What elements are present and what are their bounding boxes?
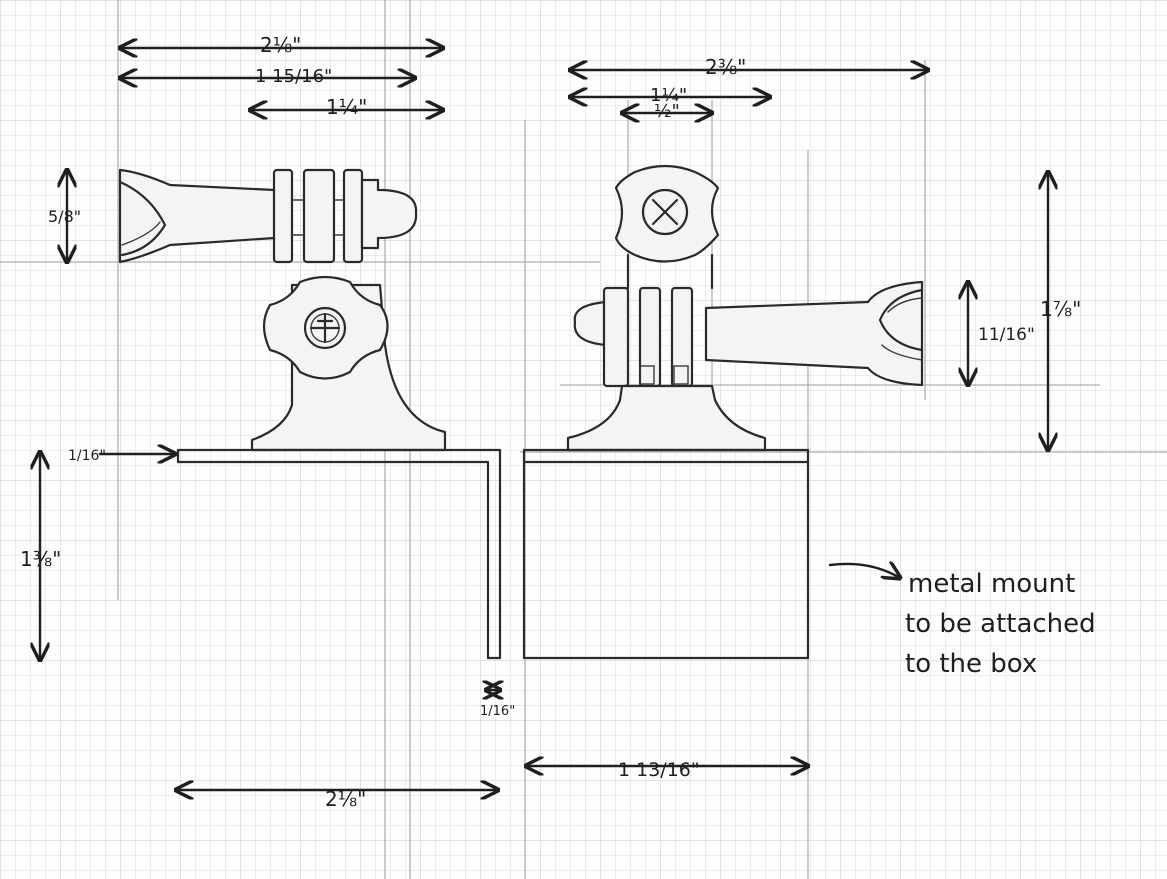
right-extension-arm xyxy=(704,280,924,387)
dim-right-bottom-width: 1 13/16" xyxy=(618,759,700,781)
dim-right-arm-height: 11/16" xyxy=(978,325,1035,345)
left-bolt-cap xyxy=(360,178,418,250)
left-prong-2 xyxy=(302,168,336,264)
dimension-lines xyxy=(40,48,1048,790)
dim-left-top-overall: 2⅛" xyxy=(260,33,301,57)
dim-right-top-overall: 2⅜" xyxy=(705,55,746,79)
dim-right-total-height: 1⅞" xyxy=(1040,297,1081,321)
right-base-foot xyxy=(566,384,767,452)
dim-left-wall-thickness: 1/16" xyxy=(480,704,515,719)
dim-right-second: 1¼" xyxy=(650,85,687,106)
right-prong-2 xyxy=(638,286,662,388)
dim-right-third: ½" xyxy=(654,101,680,122)
dim-left-body-height: 1⅜" xyxy=(20,547,61,571)
left-prong-3 xyxy=(342,168,364,264)
dim-left-third: 1¼" xyxy=(326,95,367,119)
dim-left-arm-height: 5/8" xyxy=(48,207,81,226)
right-prong-3 xyxy=(670,286,694,388)
note-annotation: metal mount to be attached to the box xyxy=(905,569,1096,679)
right-bolt-cap xyxy=(573,288,608,358)
dimension-labels: 2⅛" 1 15/16" 1¼" 5/8" 1/16" 1⅜" 1/16" 2⅛… xyxy=(20,33,1081,811)
dim-left-plate-thickness: 1/16" xyxy=(68,448,106,464)
left-prong-1 xyxy=(272,168,294,264)
dim-left-bottom-width: 2⅛" xyxy=(325,787,366,811)
left-view-mount xyxy=(118,168,502,660)
note-line-3: to the box xyxy=(905,649,1037,679)
right-metal-box xyxy=(522,448,810,660)
note-line-2: to be attached xyxy=(905,609,1096,639)
right-view-mount xyxy=(522,164,924,660)
dim-left-second: 1 15/16" xyxy=(255,66,332,87)
note-line-1: metal mount xyxy=(908,569,1075,599)
left-metal-plate xyxy=(176,448,502,660)
right-prong-1 xyxy=(602,286,630,388)
